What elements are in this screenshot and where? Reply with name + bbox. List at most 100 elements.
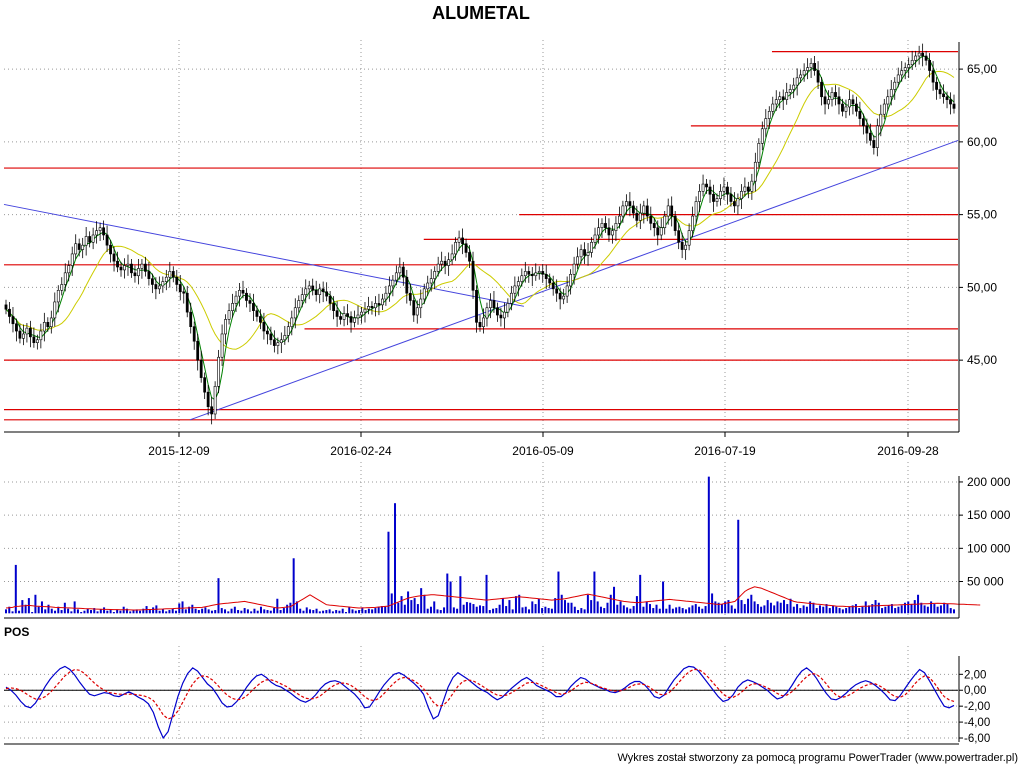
candle-body: [736, 198, 740, 207]
volume-bar: [750, 594, 753, 614]
volume-bar: [547, 608, 550, 614]
candle-body: [837, 96, 841, 105]
volume-bar: [580, 608, 583, 614]
candle-body: [729, 193, 733, 202]
volume-bar: [266, 610, 269, 614]
volume-bar: [665, 608, 668, 614]
candle-body: [412, 300, 416, 316]
volume-bar: [331, 611, 334, 614]
candle-body: [900, 70, 904, 76]
candle-body: [931, 70, 935, 83]
volume-bar: [698, 606, 701, 614]
candle-body: [827, 99, 830, 105]
volume-bar: [40, 601, 43, 614]
volume-bar: [818, 605, 821, 614]
candle-body: [666, 205, 670, 217]
volume-bar: [250, 611, 253, 614]
volume-bar: [805, 606, 808, 614]
candle-body: [332, 303, 336, 311]
volume-bar: [423, 594, 426, 614]
volume-bar: [828, 608, 831, 614]
candle-body: [286, 326, 290, 336]
volume-bar: [328, 609, 331, 614]
volume-bar: [18, 610, 21, 614]
volume-bar: [684, 609, 687, 614]
candle-body: [46, 322, 50, 327]
candle-body: [130, 263, 133, 274]
volume-bar: [420, 588, 423, 614]
candle-body: [35, 339, 39, 343]
candle-body: [32, 336, 36, 343]
volume-bar: [21, 600, 24, 614]
candle-body: [95, 230, 99, 236]
candle-body: [530, 273, 534, 277]
pos-y-tick-label: -2,00: [964, 701, 990, 713]
candle-body: [537, 271, 541, 274]
volume-bar: [335, 610, 338, 614]
candle-body: [750, 180, 754, 192]
candle-body: [509, 292, 513, 304]
candle-body: [126, 263, 130, 266]
candle-body: [363, 308, 367, 313]
volume-bar: [341, 608, 344, 614]
volume-bar: [920, 602, 923, 614]
candle-body: [492, 300, 496, 309]
candle-body: [663, 215, 667, 229]
volume-panel: [5, 476, 981, 614]
volume-bar: [488, 610, 491, 614]
volume-bar: [570, 602, 573, 614]
candle-body: [84, 236, 88, 246]
candle-body: [11, 316, 15, 325]
pos-oscillator-line: [5, 665, 955, 740]
volume-bar: [230, 608, 233, 614]
volume-bar: [34, 594, 37, 614]
price-y-tick-label: 65,00: [967, 62, 997, 76]
volume-bar: [459, 576, 462, 614]
volume-bar: [534, 604, 537, 614]
volume-bar: [253, 608, 256, 614]
volume-bar: [635, 596, 638, 614]
candle-body: [123, 265, 126, 271]
volume-bar: [933, 604, 936, 614]
candle-body: [781, 96, 785, 100]
candle-body: [112, 253, 116, 262]
volume-bar: [658, 608, 661, 614]
volume-bar: [135, 609, 138, 614]
volume-bar: [858, 608, 861, 614]
volume-bar: [894, 608, 897, 614]
candle-body: [764, 118, 768, 130]
volume-bar: [498, 604, 501, 614]
candle-body: [144, 263, 147, 272]
volume-bar: [629, 608, 632, 614]
candle-body: [848, 99, 851, 108]
volume-bar: [681, 608, 684, 614]
candle-body: [656, 227, 660, 236]
candle-body: [642, 205, 646, 214]
volume-bar: [714, 601, 717, 614]
candle-body: [527, 271, 531, 275]
volume-bar: [845, 608, 848, 614]
volume-bar: [338, 610, 341, 614]
volume-bar: [727, 600, 730, 614]
candle-body: [949, 99, 952, 105]
candle-body: [760, 128, 764, 144]
volume-bar: [946, 604, 949, 614]
volume-bar: [152, 607, 155, 614]
volume-bar: [380, 606, 383, 614]
volume-bar: [508, 600, 511, 614]
candle-body: [259, 316, 262, 323]
volume-bar: [210, 610, 213, 614]
volume-bar: [841, 609, 844, 614]
candle-body: [572, 263, 576, 275]
volume-bar: [645, 601, 648, 614]
candle-body: [565, 285, 569, 297]
candle-body: [39, 330, 43, 341]
volume-bar: [240, 610, 243, 614]
volume-bar: [220, 608, 223, 614]
candle-body: [875, 125, 879, 148]
volume-bar: [299, 608, 302, 614]
volume-bar: [475, 606, 478, 614]
volume-bar: [54, 610, 57, 614]
candle-body: [576, 256, 579, 265]
volume-bar: [544, 606, 547, 614]
